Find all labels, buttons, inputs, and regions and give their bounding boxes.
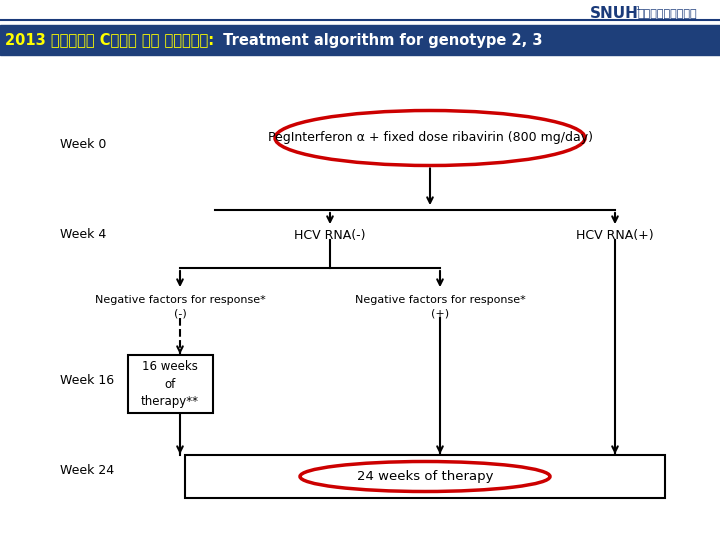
Text: 16 weeks
of
therapy**: 16 weeks of therapy** — [141, 360, 199, 408]
Text: 분당서울대학교병원: 분당서울대학교병원 — [638, 9, 698, 19]
Bar — [185, 455, 665, 498]
Text: 2013 대한간학회 C형간염 진료 가이드라인:: 2013 대한간학회 C형간염 진료 가이드라인: — [5, 32, 214, 48]
Text: Week 16: Week 16 — [60, 374, 114, 387]
Text: Negative factors for response*: Negative factors for response* — [355, 295, 526, 305]
Text: Week 0: Week 0 — [60, 138, 107, 152]
Bar — [127, 355, 212, 413]
Text: Negative factors for response*: Negative factors for response* — [94, 295, 266, 305]
Text: (-): (-) — [174, 308, 186, 318]
Text: 24 weeks of therapy: 24 weeks of therapy — [356, 470, 493, 483]
Text: Week 24: Week 24 — [60, 463, 114, 476]
Bar — [0, 25, 720, 55]
Text: (+): (+) — [431, 308, 449, 318]
Text: HCV RNA(-): HCV RNA(-) — [294, 228, 366, 241]
Text: ¹: ¹ — [635, 6, 639, 16]
Text: PegInterferon α + fixed dose ribavirin (800 mg/day): PegInterferon α + fixed dose ribavirin (… — [268, 132, 593, 145]
Text: SNUH: SNUH — [590, 6, 639, 22]
Text: Week 4: Week 4 — [60, 228, 107, 241]
Text: HCV RNA(+): HCV RNA(+) — [576, 228, 654, 241]
Text: Treatment algorithm for genotype 2, 3: Treatment algorithm for genotype 2, 3 — [218, 32, 542, 48]
